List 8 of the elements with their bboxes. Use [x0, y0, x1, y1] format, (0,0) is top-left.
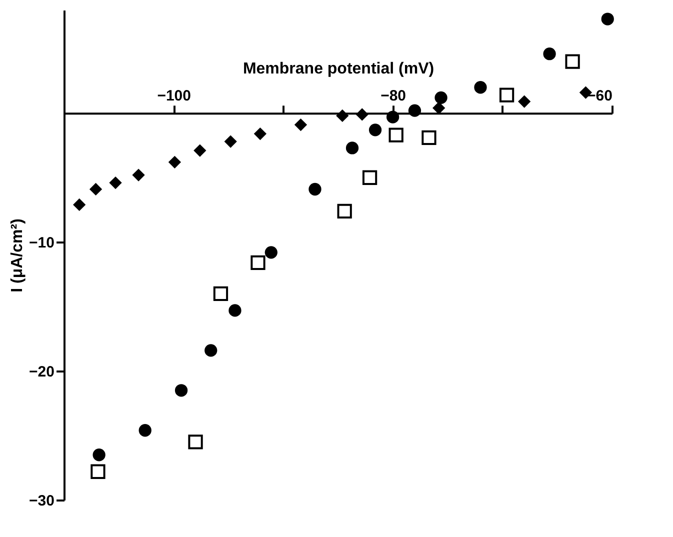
- y-tick-label: −10: [29, 234, 54, 252]
- y-axis-title: I (μA/cm²): [9, 218, 26, 292]
- x-tick-label: −60: [587, 88, 612, 105]
- x-tick-label: −80: [380, 88, 406, 105]
- x-tick-label: −100: [157, 88, 191, 105]
- x-axis-title: Membrane potential (mV): [242, 60, 434, 78]
- y-tick-label: −30: [29, 492, 54, 510]
- y-tick-label: −20: [29, 364, 54, 381]
